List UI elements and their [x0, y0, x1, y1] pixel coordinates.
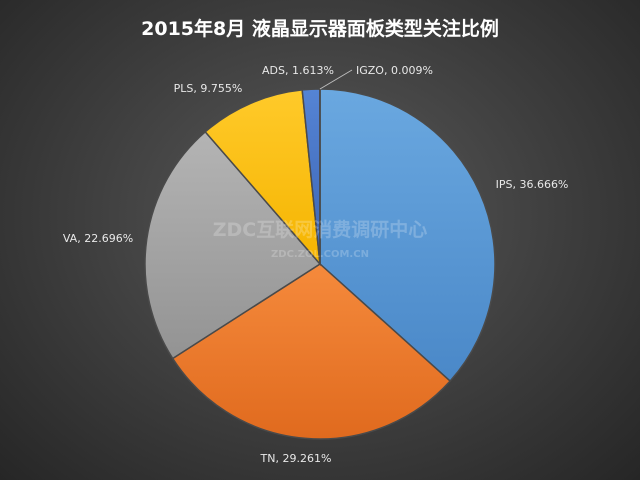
slice-label-igzo: IGZO, 0.009%: [356, 64, 433, 77]
watermark-main: ZDC互联网消费调研中心: [213, 218, 428, 241]
pie-slice-va: [144, 130, 322, 360]
pie-slice-ips: [319, 88, 496, 383]
slice-label-ads: ADS, 1.613%: [262, 64, 334, 77]
leader-line-igzo: [319, 69, 353, 90]
pie-slice-pls: [204, 89, 321, 267]
slice-label-ips: IPS, 36.666%: [496, 178, 569, 191]
chart-title: 2015年8月 液晶显示器面板类型关注比例: [141, 18, 499, 40]
slice-label-pls: PLS, 9.755%: [174, 82, 243, 95]
slice-label-va: VA, 22.696%: [63, 232, 133, 245]
watermark-sub: ZDC.ZOL.COM.CN: [271, 249, 369, 260]
slice-label-tn: TN, 29.261%: [260, 452, 332, 465]
pie-slice-tn: [171, 263, 452, 440]
